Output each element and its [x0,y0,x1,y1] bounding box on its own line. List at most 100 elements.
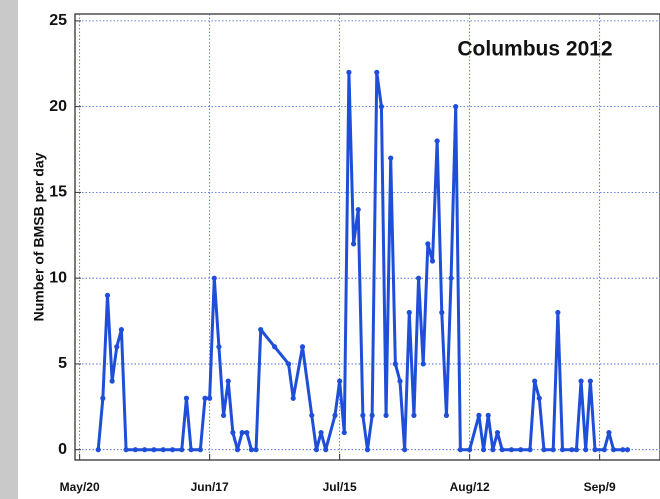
data-point [123,447,129,453]
data-point [490,447,496,453]
data-point [397,378,403,384]
data-point [555,309,561,316]
data-point [610,447,617,453]
data-point [183,395,190,401]
data-point [225,378,231,384]
data-point [550,447,556,453]
data-point [234,447,241,453]
side-strip [0,0,18,499]
data-point [118,327,125,333]
data-point [527,447,533,453]
data-point [337,378,343,384]
data-point [448,275,454,281]
data-point [378,104,385,110]
data-point [587,378,593,384]
data-point [360,412,366,418]
data-point [253,447,259,453]
data-point [230,429,236,436]
data-point [443,412,450,418]
data-point [388,155,394,161]
data-point [350,241,357,247]
data-point [207,395,213,401]
y-axis-label: Number of BMSB per day [31,152,47,321]
data-point [169,447,176,453]
data-point [374,69,380,75]
data-point [494,429,501,436]
data-point [95,447,101,453]
data-point [114,344,120,350]
data-point [179,447,185,453]
data-point [485,412,491,418]
data-point [536,395,542,401]
data-point [518,447,524,453]
data-point [355,206,361,213]
data-point [364,447,371,453]
data-point [578,378,584,384]
data-point [369,412,375,418]
data-point [453,104,459,110]
plot-area [74,13,660,461]
data-point [411,412,417,418]
data-point [151,447,157,453]
x-tick-label: Jul/15 [323,480,357,494]
x-tick-label: Aug/12 [450,480,490,494]
data-point [392,361,398,367]
data-point [439,309,445,316]
data-point [216,344,222,350]
data-point [313,447,320,453]
data-point [346,69,352,75]
data-point [620,447,626,453]
data-point [244,429,250,436]
x-tick-label: May/20 [60,480,100,494]
data-point [341,429,347,436]
chart-title: Columbus 2012 [457,38,612,61]
data-point [559,447,566,453]
data-point [541,447,547,453]
data-point [601,447,607,453]
data-point [332,412,338,418]
data-point [258,327,264,333]
data-point [104,292,111,298]
data-point [290,395,296,401]
data-point [429,258,436,264]
data-point [109,378,115,384]
data-point [457,447,463,453]
y-tick-label: 10 [49,269,67,286]
data-point [323,447,329,453]
data-point [480,447,487,453]
data-point [188,447,194,453]
y-tick-label: 0 [58,441,67,458]
data-point [402,447,408,453]
data-point [415,275,422,281]
data-point [624,447,631,453]
data-point [211,275,217,281]
data-point [299,344,306,350]
data-point [272,344,278,350]
y-tick-label: 20 [49,98,67,115]
x-tick-label: Jun/17 [191,480,229,494]
data-point [476,412,482,418]
data-point [197,447,203,453]
data-point [220,412,227,418]
data-point [202,395,208,401]
data-point [434,138,440,144]
data-point [406,309,412,316]
data-point [425,241,431,247]
y-tick-label: 5 [58,355,67,372]
data-point [248,447,255,453]
data-point [467,447,473,453]
data-point [383,412,389,418]
data-point [592,447,598,453]
data-point [239,429,245,436]
data-point [508,447,515,453]
data-point [285,361,292,367]
data-point [142,447,148,453]
data-point [309,412,315,418]
data-point [160,447,166,453]
data-point [318,429,324,436]
x-tick-label: Sep/9 [584,480,616,494]
data-line [96,70,628,452]
data-point [420,361,426,367]
data-point [100,395,106,401]
